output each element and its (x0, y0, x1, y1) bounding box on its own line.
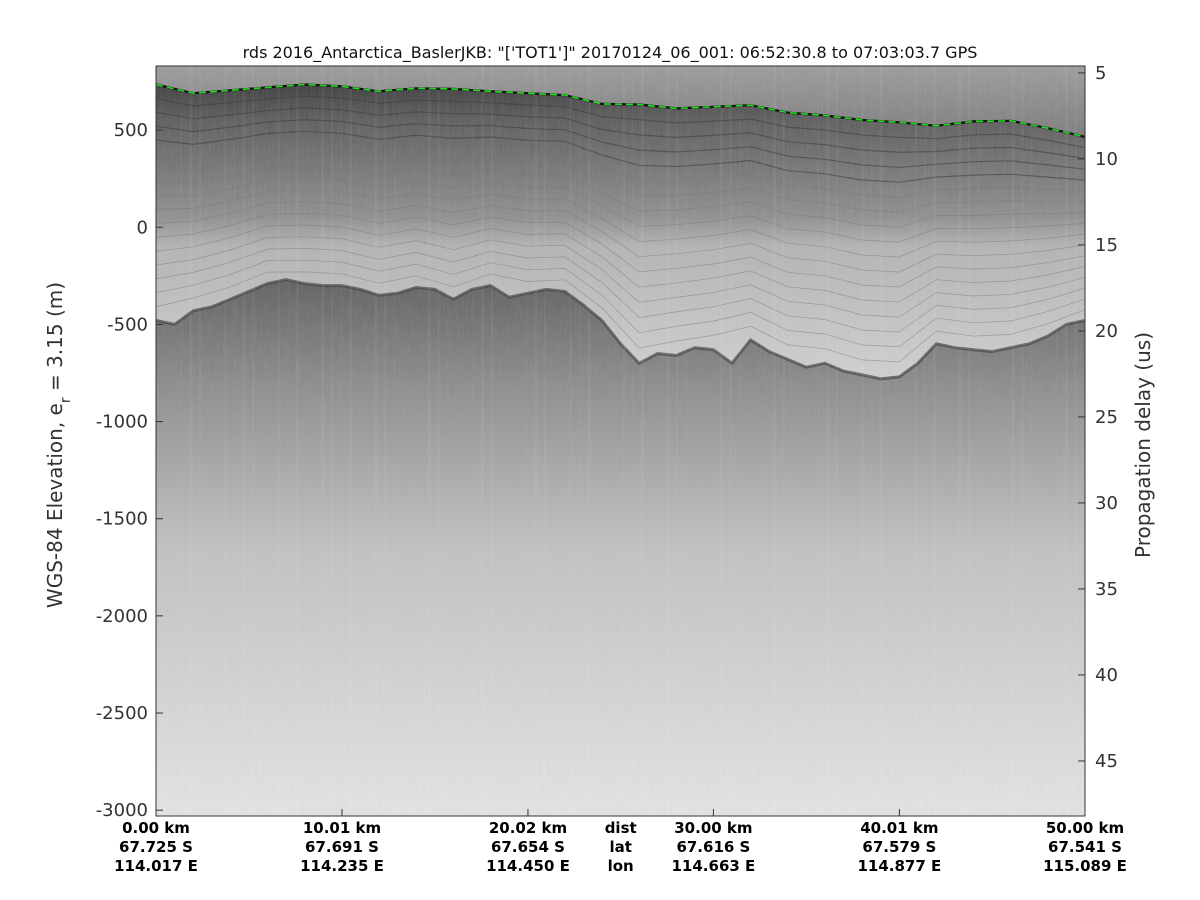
x-tick-lon-label: 114.235 E (300, 857, 384, 875)
left-tick-label: 500 (114, 120, 148, 141)
plot-frame (155, 65, 1086, 817)
right-tick-label: 15 (1095, 235, 1118, 256)
x-tick-dist-label: 20.02 km (489, 819, 567, 837)
noise-overlay (156, 66, 1085, 816)
right-axis-label: Propagation delay (us) (1131, 332, 1155, 558)
x-tick-dist-label: 40.01 km (860, 819, 938, 837)
x-row-label: lat (609, 838, 631, 856)
x-tick-lon-label: 114.450 E (486, 857, 570, 875)
left-tick-label: -2000 (96, 606, 148, 627)
left-tick-label: -1500 (96, 509, 148, 530)
left-tick-label: -3000 (96, 800, 148, 821)
right-tick-label: 35 (1095, 579, 1118, 600)
right-tick-label: 20 (1095, 321, 1118, 342)
right-tick-label: 45 (1095, 751, 1118, 772)
x-tick-dist-label: 0.00 km (122, 819, 190, 837)
right-tick-label: 5 (1095, 63, 1106, 84)
left-axis-label: WGS-84 Elevation, er = 3.15 (m) (43, 282, 74, 608)
x-row-label: dist (605, 819, 637, 837)
x-tick-lat-label: 67.691 S (305, 838, 379, 856)
plot-area (156, 66, 1085, 816)
x-row-label: lon (608, 857, 634, 875)
x-tick-lat-label: 67.541 S (1048, 838, 1122, 856)
surface-pick-line (156, 83, 1085, 138)
left-tick-label: -1000 (96, 412, 148, 433)
x-tick-lon-label: 114.017 E (114, 857, 198, 875)
x-tick-lon-label: 114.663 E (672, 857, 756, 875)
x-tick-lat-label: 67.579 S (862, 838, 936, 856)
right-axis: 5 10 15 20 25 30 35 40 45 (1078, 63, 1118, 772)
x-tick-lon-label: 114.877 E (857, 857, 941, 875)
right-tick-label: 10 (1095, 149, 1118, 170)
right-tick-label: 30 (1095, 493, 1118, 514)
x-tick-dist-label: 30.00 km (674, 819, 752, 837)
x-tick-dist-label: 10.01 km (303, 819, 381, 837)
right-tick-label: 40 (1095, 665, 1118, 686)
right-tick-label: 25 (1095, 407, 1118, 428)
left-axis: 500 0 -500 -1000 -1500 -2000 -2500 -3000 (96, 120, 163, 821)
left-tick-label: -2500 (96, 703, 148, 724)
chart-title: rds 2016_Antarctica_BaslerJKB: "['TOT1']… (243, 43, 978, 63)
left-tick-label: -500 (107, 314, 148, 335)
x-tick-lat-label: 67.616 S (676, 838, 750, 856)
x-tick-lat-label: 67.654 S (491, 838, 565, 856)
x-tick-lat-label: 67.725 S (119, 838, 193, 856)
x-tick-dist-label: 50.00 km (1046, 819, 1124, 837)
x-tick-lon-label: 115.089 E (1043, 857, 1127, 875)
left-tick-label: 0 (137, 217, 148, 238)
